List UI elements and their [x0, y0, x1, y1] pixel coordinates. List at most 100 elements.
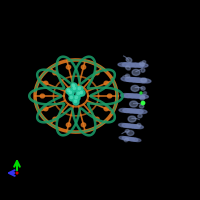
Point — [77, 92, 81, 96]
Ellipse shape — [129, 124, 136, 128]
Ellipse shape — [133, 125, 143, 129]
Ellipse shape — [134, 78, 142, 82]
Ellipse shape — [119, 123, 129, 127]
Point — [77, 92, 80, 95]
Ellipse shape — [138, 114, 142, 118]
Ellipse shape — [139, 105, 144, 108]
Ellipse shape — [119, 136, 128, 140]
Ellipse shape — [125, 137, 132, 140]
Ellipse shape — [130, 78, 142, 82]
Ellipse shape — [132, 63, 143, 67]
Ellipse shape — [142, 61, 146, 63]
Ellipse shape — [81, 65, 86, 69]
Ellipse shape — [125, 94, 136, 98]
Ellipse shape — [131, 85, 139, 91]
Ellipse shape — [125, 129, 129, 133]
Point — [72, 84, 75, 87]
Ellipse shape — [119, 108, 130, 112]
Point — [70, 96, 74, 100]
Ellipse shape — [122, 137, 128, 140]
Ellipse shape — [130, 78, 138, 82]
Ellipse shape — [131, 109, 139, 113]
Point — [73, 87, 77, 91]
Point — [69, 91, 73, 95]
Ellipse shape — [107, 94, 112, 98]
Ellipse shape — [127, 109, 135, 113]
Ellipse shape — [132, 69, 140, 75]
Ellipse shape — [122, 137, 131, 140]
Point — [75, 96, 79, 100]
Ellipse shape — [125, 74, 130, 78]
Ellipse shape — [40, 94, 45, 98]
Ellipse shape — [141, 87, 145, 90]
Ellipse shape — [126, 58, 132, 62]
Ellipse shape — [130, 125, 140, 128]
Ellipse shape — [118, 63, 129, 67]
Ellipse shape — [137, 95, 148, 98]
Point — [67, 89, 71, 93]
Ellipse shape — [135, 78, 146, 83]
Ellipse shape — [124, 94, 132, 98]
Ellipse shape — [126, 137, 134, 141]
Ellipse shape — [120, 94, 131, 97]
Ellipse shape — [132, 109, 143, 113]
Ellipse shape — [129, 138, 138, 141]
Ellipse shape — [122, 124, 132, 127]
Ellipse shape — [139, 79, 151, 83]
Point — [75, 96, 78, 99]
Ellipse shape — [137, 123, 141, 127]
Ellipse shape — [66, 123, 71, 127]
Ellipse shape — [137, 63, 148, 67]
Point — [70, 96, 73, 99]
Ellipse shape — [126, 66, 130, 70]
Point — [139, 91, 143, 95]
Point — [74, 100, 77, 103]
Point — [80, 91, 84, 95]
Ellipse shape — [132, 138, 138, 141]
Ellipse shape — [121, 77, 133, 81]
Ellipse shape — [139, 78, 147, 83]
Ellipse shape — [140, 62, 144, 66]
Ellipse shape — [66, 65, 71, 69]
Ellipse shape — [136, 110, 147, 114]
Ellipse shape — [104, 107, 108, 111]
Ellipse shape — [128, 138, 135, 141]
Ellipse shape — [128, 116, 136, 122]
Ellipse shape — [53, 117, 57, 121]
Ellipse shape — [133, 94, 140, 98]
Point — [73, 87, 76, 90]
Point — [74, 100, 78, 104]
Ellipse shape — [136, 63, 144, 67]
Point — [80, 91, 83, 94]
Ellipse shape — [128, 63, 138, 67]
Ellipse shape — [133, 125, 140, 128]
Ellipse shape — [143, 92, 147, 94]
Ellipse shape — [141, 78, 146, 82]
Ellipse shape — [53, 71, 57, 75]
Ellipse shape — [128, 94, 136, 98]
Ellipse shape — [128, 109, 138, 113]
Ellipse shape — [127, 130, 134, 136]
Ellipse shape — [126, 124, 133, 128]
Point — [72, 84, 76, 88]
Ellipse shape — [140, 96, 145, 100]
Ellipse shape — [126, 77, 137, 82]
Ellipse shape — [132, 138, 141, 142]
Ellipse shape — [44, 107, 48, 111]
Ellipse shape — [129, 94, 140, 98]
Ellipse shape — [136, 110, 143, 113]
Ellipse shape — [81, 123, 86, 127]
Ellipse shape — [141, 69, 145, 72]
Point — [67, 89, 70, 92]
Ellipse shape — [130, 101, 138, 107]
Point — [78, 87, 82, 91]
Ellipse shape — [123, 109, 134, 113]
Ellipse shape — [44, 81, 48, 85]
Ellipse shape — [95, 117, 99, 121]
Ellipse shape — [132, 63, 139, 67]
Ellipse shape — [137, 94, 145, 98]
Point — [141, 101, 145, 105]
Ellipse shape — [126, 124, 136, 128]
Ellipse shape — [122, 63, 130, 67]
Point — [15, 171, 19, 175]
